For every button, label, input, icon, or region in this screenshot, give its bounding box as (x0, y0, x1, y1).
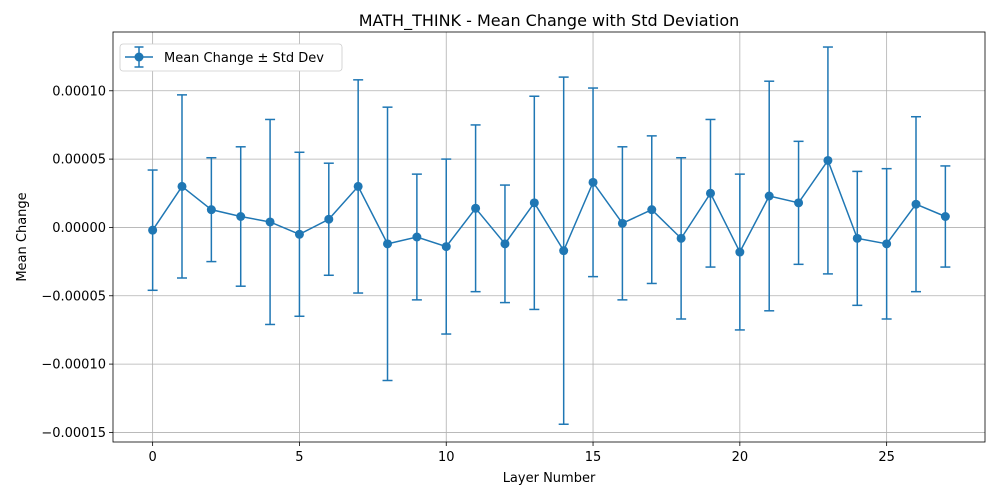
data-point (206, 205, 216, 215)
x-tick-label: 25 (878, 450, 895, 465)
series-line (152, 158, 946, 254)
plot-area-frame (112, 31, 986, 443)
data-point (559, 246, 569, 256)
chart-title: MATH_THINK - Mean Change with Std Deviat… (359, 11, 740, 31)
data-point (647, 205, 657, 215)
data-point (471, 203, 481, 213)
x-tick-label: 15 (585, 450, 602, 465)
legend-label: Mean Change ± Std Dev (164, 51, 324, 66)
data-point (353, 181, 363, 191)
data-point (236, 212, 246, 221)
data-point (764, 191, 774, 201)
data-point (794, 198, 804, 208)
y-tick-label: 0.00005 (52, 153, 106, 168)
x-tick-label: 10 (438, 450, 455, 465)
x-tick-label: 0 (148, 450, 156, 465)
data-point (441, 242, 451, 252)
x-axis-label: Layer Number (503, 471, 596, 486)
x-axis-ticks: 0 5 10 15 20 25 (148, 442, 895, 465)
data-point (705, 188, 715, 198)
data-point (412, 232, 422, 242)
data-point (911, 199, 921, 209)
data-point (882, 239, 892, 249)
data-point (529, 198, 539, 208)
y-axis-label: Mean Change (15, 192, 30, 281)
data-point (265, 217, 275, 227)
data-point (588, 177, 598, 187)
data-point (852, 233, 862, 243)
series-line-layer (152, 158, 946, 254)
data-point (148, 225, 158, 235)
data-point (324, 214, 334, 224)
y-tick-label: 0.00010 (52, 84, 106, 99)
x-tick-label: 20 (732, 450, 749, 465)
data-point (500, 239, 510, 249)
data-point (177, 181, 187, 191)
legend: Mean Change ± Std Dev (119, 43, 343, 72)
data-point (735, 247, 745, 257)
y-tick-label: −0.00005 (41, 289, 106, 304)
data-point (676, 233, 686, 243)
y-tick-label: −0.00010 (41, 358, 106, 373)
data-point (940, 212, 950, 221)
data-point (617, 218, 627, 228)
y-tick-label: −0.00015 (41, 426, 106, 441)
legend-marker-icon (134, 52, 144, 62)
data-points (148, 155, 950, 257)
y-axis-ticks: −0.00015 −0.00010 −0.00005 0.00000 0.00005 0.… (41, 84, 113, 441)
data-point (294, 229, 304, 239)
legend-box (119, 43, 343, 72)
x-tick-label: 5 (295, 450, 303, 465)
data-point (383, 239, 393, 249)
data-point (823, 155, 833, 165)
y-tick-label: 0.00000 (52, 221, 106, 236)
